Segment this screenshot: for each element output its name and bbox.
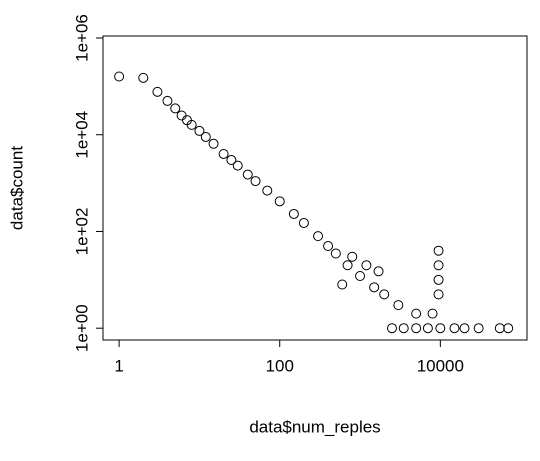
point: [250, 176, 261, 187]
point: [398, 323, 409, 334]
point: [393, 300, 404, 311]
point: [208, 138, 219, 149]
point: [313, 231, 324, 242]
point: [355, 270, 366, 281]
point: [379, 289, 390, 300]
point: [369, 282, 380, 293]
point: [186, 119, 197, 130]
point: [373, 266, 384, 277]
y-tick-label: 1e+00: [72, 304, 91, 352]
x-axis-label: data$num_reples: [249, 417, 380, 436]
y-tick-label: 1e+06: [72, 14, 91, 62]
point: [503, 323, 514, 334]
y-axis-label: data$count: [7, 146, 26, 230]
point: [262, 185, 273, 196]
point: [473, 323, 484, 334]
point: [242, 169, 253, 180]
point: [459, 323, 470, 334]
point: [433, 245, 444, 256]
point: [433, 260, 444, 271]
point: [427, 308, 438, 319]
point: [433, 289, 444, 300]
point: [342, 260, 353, 271]
point: [288, 208, 299, 219]
point: [194, 125, 205, 136]
point: [435, 323, 446, 334]
point: [494, 323, 505, 334]
point: [218, 148, 229, 159]
point: [170, 103, 181, 114]
point: [176, 110, 187, 121]
point: [226, 155, 237, 166]
y-tick-label: 1e+02: [72, 208, 91, 256]
x-tick-label: 100: [266, 356, 294, 375]
point: [138, 72, 149, 83]
point: [200, 131, 211, 142]
point: [411, 323, 422, 334]
point: [152, 86, 163, 97]
point: [114, 71, 125, 82]
point: [347, 251, 358, 262]
point: [298, 217, 309, 228]
point: [422, 323, 433, 334]
y-tick-label: 1e+04: [72, 111, 91, 159]
point: [323, 241, 334, 252]
point: [274, 196, 285, 207]
point: [232, 160, 243, 171]
point: [411, 308, 422, 319]
point: [337, 279, 348, 290]
point: [162, 95, 173, 106]
x-tick-label: 1: [114, 356, 123, 375]
point: [433, 274, 444, 285]
point: [330, 248, 341, 259]
point: [449, 323, 460, 334]
x-tick-label: 10000: [417, 356, 464, 375]
plot-box: [102, 35, 528, 341]
point: [361, 260, 372, 271]
point: [386, 323, 397, 334]
